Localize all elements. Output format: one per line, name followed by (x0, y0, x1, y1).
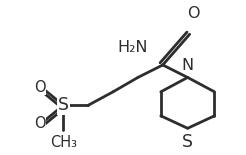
Text: S: S (182, 133, 193, 151)
Text: O: O (187, 6, 200, 21)
Text: S: S (58, 96, 69, 114)
Text: N: N (182, 58, 194, 73)
Text: O: O (34, 116, 45, 131)
Text: CH₃: CH₃ (50, 135, 77, 150)
Text: O: O (34, 80, 45, 95)
Text: H₂N: H₂N (118, 40, 148, 55)
